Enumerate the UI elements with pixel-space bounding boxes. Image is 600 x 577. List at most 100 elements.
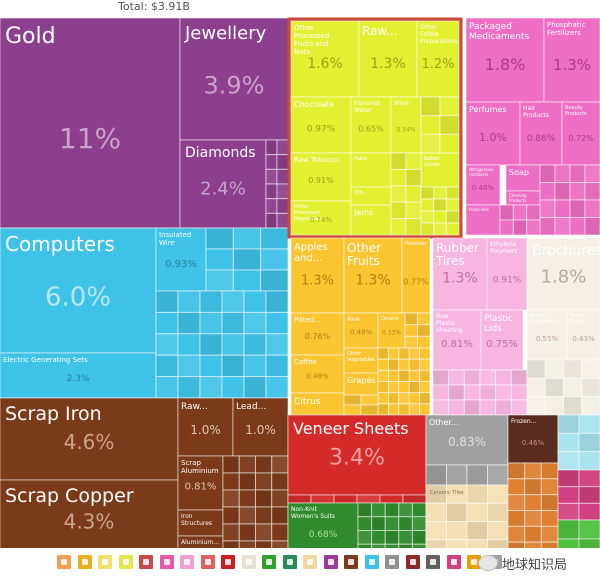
cell-label: Products <box>509 198 526 203</box>
treemap-cell <box>255 540 273 548</box>
cell-label: Jams <box>353 208 373 217</box>
treemap-cell <box>255 472 273 491</box>
treemap-cell <box>199 290 223 313</box>
treemap-cell <box>408 347 421 360</box>
wechat-icon <box>478 555 498 571</box>
treemap-cell <box>276 183 289 200</box>
treemap-cell <box>265 311 289 335</box>
treemap-cell <box>357 530 373 545</box>
treemap-cell <box>557 451 580 471</box>
treemap-cell <box>439 96 460 117</box>
treemap-cell <box>199 333 223 356</box>
cell-value: 0.48% <box>472 184 495 192</box>
treemap-cell <box>581 359 600 379</box>
treemap-cell <box>265 290 289 313</box>
treemap-cell <box>371 502 386 518</box>
cell-value: 4.6% <box>64 430 115 454</box>
treemap-cell <box>543 17 600 103</box>
treemap-cell <box>578 414 600 434</box>
cell-label: Scrap Iron <box>5 403 102 425</box>
cell-label: Aluminium <box>181 467 219 475</box>
cell-label: Vegetables <box>347 357 375 363</box>
treemap-cell <box>519 101 563 166</box>
treemap-cell <box>433 198 447 212</box>
cell-label: Products <box>565 111 587 117</box>
cell-label: Ethylene <box>490 241 517 248</box>
cell-value: 0.74% <box>310 216 333 224</box>
treemap-cell <box>584 199 600 218</box>
treemap-chart: Gold 11% Jewellery 3.9% Diamonds 2.4% Computer… <box>0 17 600 548</box>
treemap-cell <box>377 369 389 383</box>
treemap-cell <box>287 414 427 496</box>
treemap-cell <box>405 168 422 187</box>
treemap-cell <box>384 530 400 545</box>
cell-value: 1.3% <box>355 273 391 289</box>
treemap-cell <box>433 222 447 236</box>
cell-label: Ceramic Tiles <box>430 490 464 496</box>
cell-label: Other <box>294 24 314 32</box>
cell-value: 0.48% <box>306 373 329 381</box>
treemap-cell <box>177 455 224 511</box>
treemap-cell <box>350 152 392 188</box>
cell-label: Gold <box>5 24 56 49</box>
cell-label: Phosphatic <box>547 21 585 29</box>
cell-label: Non-Knit <box>291 506 318 513</box>
treemap-cell <box>581 396 600 416</box>
cell-value: 0.91% <box>308 176 334 185</box>
treemap-cell <box>377 381 389 394</box>
treemap-cell <box>578 519 600 540</box>
cell-label: Processed <box>294 32 329 40</box>
treemap-cell <box>255 455 273 474</box>
treemap-cell <box>411 530 427 545</box>
cell-value: 1.0% <box>479 131 507 144</box>
cell-value: 0.77% <box>403 278 429 287</box>
cell-label: Raw Tobacco <box>294 156 339 164</box>
cell-label: Nitrogenous <box>469 167 493 172</box>
cell-value: 11% <box>59 122 121 155</box>
cell-label: Rice <box>347 316 360 323</box>
treemap-cell <box>526 204 541 221</box>
treemap-cell <box>507 494 526 511</box>
cell-label: Other <box>420 24 438 31</box>
treemap-cell <box>446 539 468 548</box>
cell-value: 1.3% <box>553 56 591 74</box>
treemap-cell <box>557 519 580 540</box>
treemap-cell <box>563 359 583 379</box>
transportation-icon <box>383 553 401 571</box>
treemap-cell <box>290 237 345 314</box>
cell-label: Baked <box>424 156 439 162</box>
treemap-cell <box>390 96 422 154</box>
treemap-cell <box>405 218 422 236</box>
textiles-icon <box>260 553 278 571</box>
cell-label: Plastic <box>436 320 455 327</box>
treemap-cell <box>526 309 568 361</box>
cell-value: 1.8% <box>541 267 587 288</box>
treemap-cell <box>271 472 289 491</box>
cell-value: 3.9% <box>204 72 265 100</box>
cell-value: 0.55% <box>536 335 559 343</box>
watermark: 地球知识局 <box>478 553 567 573</box>
treemap-cell <box>557 414 580 434</box>
cell-value: 0.54% <box>396 127 415 134</box>
treemap-cell <box>487 502 509 522</box>
cell-label: Raw <box>436 313 449 320</box>
cell-label: Veneer Sheets <box>293 419 409 438</box>
cell-label: Flavored <box>354 100 380 107</box>
treemap-cell <box>265 354 289 378</box>
cell-label: Coffee <box>294 358 317 366</box>
treemap-cell <box>408 369 421 383</box>
treemap-cell <box>177 311 201 335</box>
treemap-cell <box>387 381 400 394</box>
treemap-cell <box>222 540 240 548</box>
treemap-cell <box>499 219 514 236</box>
treemap-cell <box>356 494 381 504</box>
treemap-cell <box>265 183 278 200</box>
treemap-cell <box>526 377 546 398</box>
treemap-cell <box>265 212 278 229</box>
cell-label: Medicaments <box>469 32 530 42</box>
treemap-cell <box>343 404 362 416</box>
treemap-cell <box>448 369 465 386</box>
treemap-cell <box>420 186 435 200</box>
treemap-cell <box>445 198 460 212</box>
treemap-cell <box>544 377 564 398</box>
